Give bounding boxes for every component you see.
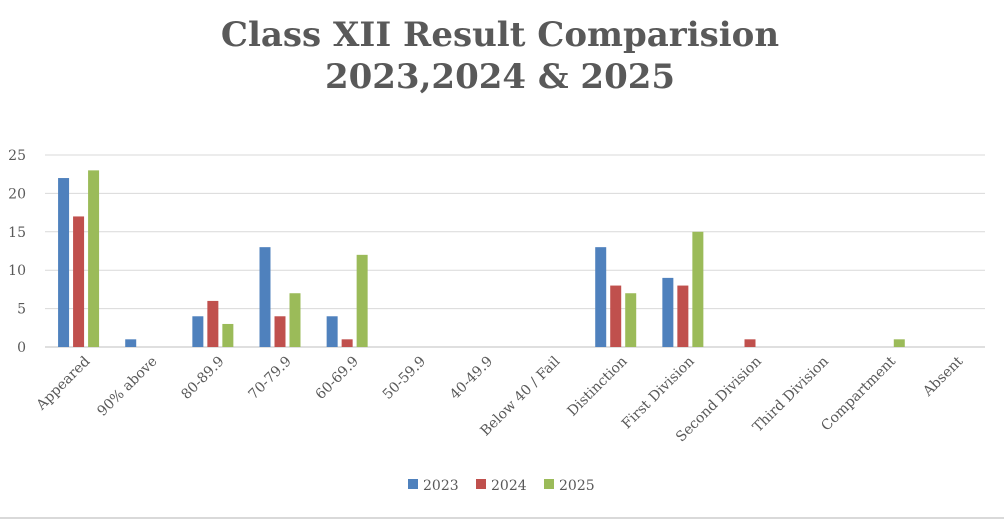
bar-2024 <box>274 316 286 347</box>
bar-2023 <box>259 247 271 347</box>
x-tick-label: Distinction <box>564 354 630 420</box>
bar-2024 <box>677 285 689 347</box>
bar-2025 <box>692 231 704 347</box>
x-tick-label: 80-89.9 <box>178 354 227 403</box>
y-axis: 0 5 10 15 20 25 <box>8 148 26 356</box>
bar-2024 <box>610 285 622 347</box>
bar-2023 <box>595 247 607 347</box>
x-tick-label: 90% above <box>94 354 160 420</box>
x-tick-label: Absent <box>919 353 966 400</box>
y-tick-label: 15 <box>8 225 26 241</box>
bar-2025 <box>222 323 234 347</box>
bar-2023 <box>192 316 204 347</box>
legend-swatch-2024 <box>476 479 486 489</box>
bar-2025 <box>88 170 100 347</box>
y-tick-label: 0 <box>17 340 26 356</box>
legend-swatch-2023 <box>408 479 418 489</box>
y-tick-label: 25 <box>8 148 26 164</box>
x-tick-label: 50-59.9 <box>380 354 429 403</box>
legend: 2023 2024 2025 <box>408 478 595 494</box>
bar-2024 <box>341 339 353 347</box>
chart-title-line-1: Class XII Result Comparision <box>221 15 779 55</box>
gridlines <box>45 154 985 348</box>
chart-title: Class XII Result Comparision 2023,2024 &… <box>221 15 779 97</box>
bar-2024 <box>73 216 85 347</box>
chart-title-line-2: 2023,2024 & 2025 <box>325 57 675 97</box>
x-tick-label: Appeared <box>33 353 94 414</box>
legend-label-2023: 2023 <box>423 478 459 494</box>
bars <box>58 170 905 347</box>
bar-2024 <box>744 339 756 347</box>
bottom-border <box>0 517 1004 519</box>
bar-2025 <box>356 254 368 347</box>
bar-2024 <box>207 300 219 347</box>
legend-label-2025: 2025 <box>559 478 595 494</box>
x-tick-label: 40-49.9 <box>447 354 496 403</box>
bar-2025 <box>893 339 905 347</box>
bar-2023 <box>326 316 338 347</box>
bar-2023 <box>58 178 70 347</box>
bar-2025 <box>289 293 301 347</box>
bar-2023 <box>662 277 674 347</box>
legend-swatch-2025 <box>544 479 554 489</box>
bar-2023 <box>125 339 137 347</box>
legend-label-2024: 2024 <box>491 478 527 494</box>
x-tick-label: 60-69.9 <box>313 354 362 403</box>
y-tick-label: 20 <box>8 186 26 202</box>
x-tick-label: 70-79.9 <box>246 354 295 403</box>
x-axis: Appeared 90% above 80-89.9 70-79.9 60-69.9 50… <box>33 353 967 445</box>
bar-2025 <box>625 293 637 347</box>
y-tick-label: 10 <box>8 263 26 279</box>
y-tick-label: 5 <box>17 302 26 318</box>
